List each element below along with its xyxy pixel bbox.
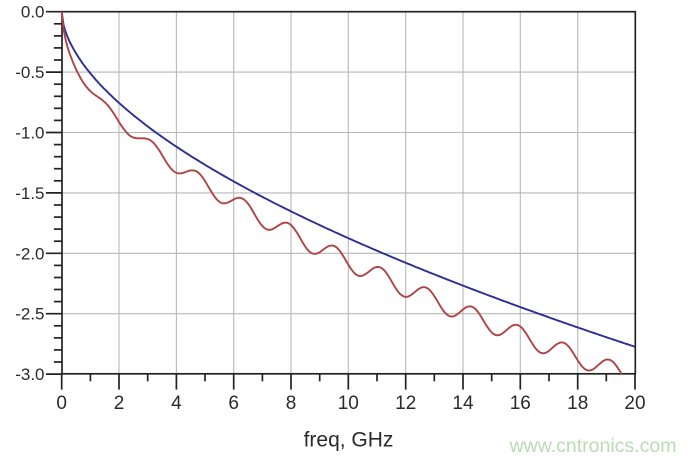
svg-text:-2.5: -2.5 [15, 305, 44, 324]
svg-text:-2.0: -2.0 [15, 244, 44, 263]
svg-text:-0.5: -0.5 [15, 63, 44, 82]
svg-text:16: 16 [510, 393, 531, 414]
svg-text:18: 18 [567, 393, 588, 414]
svg-text:14: 14 [452, 393, 474, 414]
svg-text:2: 2 [114, 393, 125, 414]
svg-text:-1.5: -1.5 [15, 184, 44, 203]
svg-text:0: 0 [56, 393, 67, 414]
svg-text:12: 12 [395, 393, 416, 414]
svg-text:20: 20 [624, 393, 645, 414]
svg-text:8: 8 [286, 393, 297, 414]
svg-text:-3.0: -3.0 [15, 365, 44, 384]
svg-text:4: 4 [171, 393, 182, 414]
svg-text:-1.0: -1.0 [15, 124, 44, 143]
svg-text:www.cntronics.com: www.cntronics.com [509, 435, 677, 457]
svg-text:6: 6 [228, 393, 239, 414]
svg-text:freq, GHz: freq, GHz [304, 429, 394, 452]
svg-text:10: 10 [338, 393, 359, 414]
svg-text:0.0: 0.0 [21, 3, 45, 22]
